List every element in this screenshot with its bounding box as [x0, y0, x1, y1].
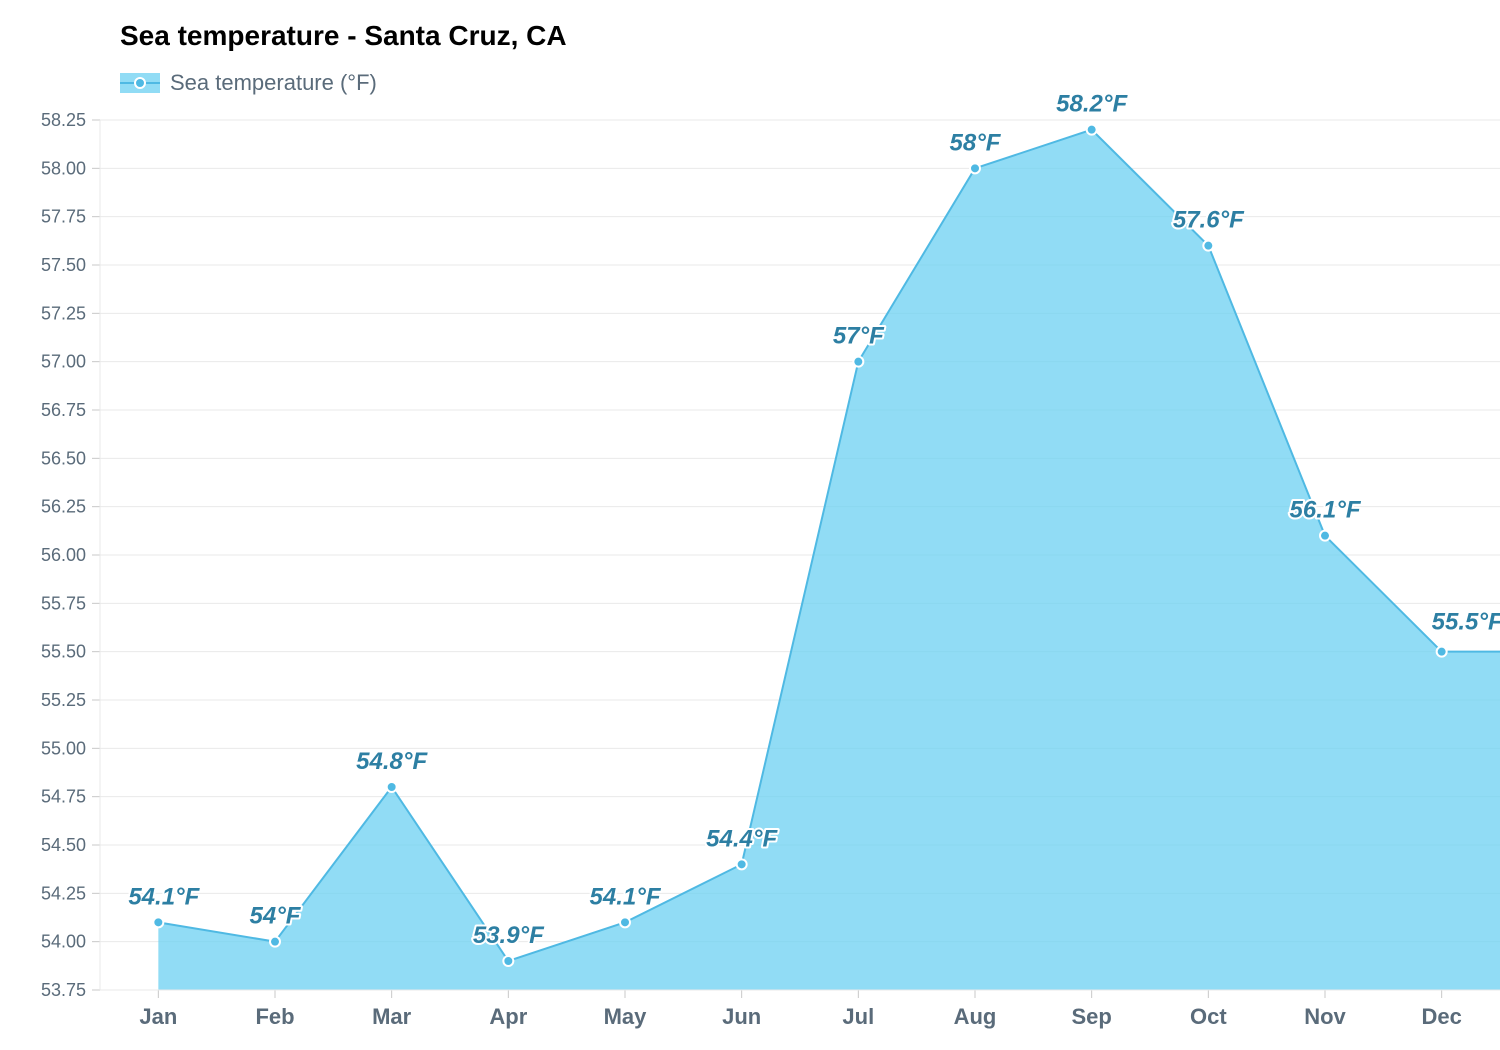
data-point-label: 58.2°F: [1056, 91, 1128, 118]
x-tick-label: Mar: [372, 1004, 412, 1029]
y-tick-label: 54.50: [41, 835, 86, 855]
chart-title: Sea temperature - Santa Cruz, CA: [120, 20, 567, 52]
y-tick-label: 56.00: [41, 545, 86, 565]
y-tick-label: 56.25: [41, 497, 86, 517]
x-tick-label: May: [604, 1004, 648, 1029]
data-point-marker: [737, 859, 747, 869]
data-point-marker: [503, 956, 513, 966]
y-tick-label: 56.50: [41, 448, 86, 468]
y-tick-label: 54.75: [41, 787, 86, 807]
y-tick-label: 58.00: [41, 158, 86, 178]
x-tick-label: Sep: [1071, 1004, 1111, 1029]
data-point-marker: [1087, 125, 1097, 135]
x-tick-label: Jul: [842, 1004, 874, 1029]
y-tick-label: 56.75: [41, 400, 86, 420]
data-point-marker: [970, 163, 980, 173]
data-point-label: 54.8°F: [356, 748, 428, 775]
y-tick-label: 54.00: [41, 932, 86, 952]
data-point-marker: [1203, 241, 1213, 251]
data-point-marker: [1320, 531, 1330, 541]
y-tick-label: 55.25: [41, 690, 86, 710]
y-tick-label: 58.25: [41, 110, 86, 130]
legend-dot-icon: [134, 77, 146, 89]
x-tick-label: Feb: [255, 1004, 294, 1029]
x-tick-label: Jan: [139, 1004, 177, 1029]
y-tick-label: 57.50: [41, 255, 86, 275]
data-point-label: 58°F: [950, 129, 1002, 156]
data-point-marker: [270, 937, 280, 947]
area-fill: [158, 130, 1500, 990]
data-point-label: 53.9°F: [473, 922, 545, 949]
data-point-marker: [153, 917, 163, 927]
x-tick-label: Dec: [1421, 1004, 1461, 1029]
data-point-label: 57.6°F: [1173, 207, 1245, 234]
data-point-marker: [853, 357, 863, 367]
data-point-label: 54.1°F: [128, 883, 200, 910]
y-tick-label: 55.75: [41, 593, 86, 613]
y-tick-label: 53.75: [41, 980, 86, 1000]
x-tick-label: Apr: [489, 1004, 527, 1029]
data-point-label: 54°F: [250, 903, 302, 930]
x-tick-label: Oct: [1190, 1004, 1227, 1029]
data-point-marker: [620, 917, 630, 927]
legend-swatch-icon: [120, 73, 160, 93]
sea-temperature-chart: Sea temperature - Santa Cruz, CA Sea tem…: [0, 0, 1500, 1050]
data-point-label: 56.1°F: [1290, 497, 1362, 524]
x-tick-label: Jun: [722, 1004, 761, 1029]
x-tick-label: Aug: [954, 1004, 997, 1029]
data-point-label: 55.5°F: [1432, 609, 1500, 636]
data-point-marker: [387, 782, 397, 792]
y-tick-label: 54.25: [41, 883, 86, 903]
y-tick-label: 55.50: [41, 642, 86, 662]
chart-legend: Sea temperature (°F): [120, 70, 377, 96]
y-tick-label: 57.25: [41, 303, 86, 323]
data-point-label: 54.4°F: [706, 825, 778, 852]
data-point-label: 57°F: [833, 323, 885, 350]
y-tick-label: 57.75: [41, 207, 86, 227]
x-tick-label: Nov: [1304, 1004, 1346, 1029]
chart-svg: 53.75 54.00 54.25 54.50 54.75 55.00 55.25 55.50…: [0, 0, 1500, 1050]
y-tick-label: 57.00: [41, 352, 86, 372]
y-tick-label: 55.00: [41, 738, 86, 758]
data-point-marker: [1437, 647, 1447, 657]
legend-label: Sea temperature (°F): [170, 70, 377, 96]
data-point-label: 54.1°F: [590, 883, 662, 910]
